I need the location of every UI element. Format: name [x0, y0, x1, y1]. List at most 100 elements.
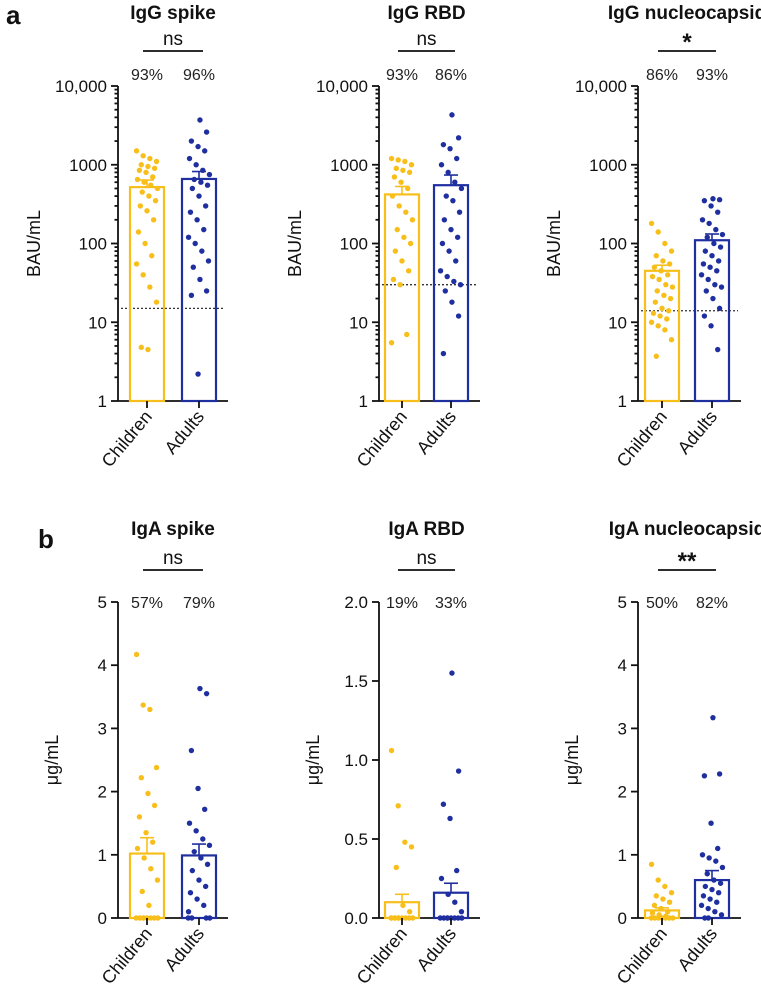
data-point — [154, 877, 161, 883]
data-point — [408, 162, 415, 168]
data-point — [705, 905, 711, 912]
data-point — [189, 867, 196, 874]
data-point — [136, 814, 143, 820]
y-tick-label: 1000 — [330, 156, 368, 175]
data-point — [399, 258, 405, 264]
data-point — [655, 229, 661, 235]
data-point — [138, 162, 144, 168]
data-point — [653, 252, 659, 259]
y-tick-label: 2 — [98, 783, 107, 802]
data-point — [133, 148, 140, 154]
data-point — [699, 852, 706, 858]
data-point — [199, 248, 205, 254]
y-tick-label: 10 — [608, 313, 627, 332]
data-point — [700, 893, 707, 899]
significance-label: ns — [416, 548, 436, 569]
data-point — [193, 162, 199, 168]
bar-children — [643, 269, 681, 403]
data-point — [147, 155, 153, 162]
data-point — [444, 273, 450, 280]
x-tick-label-adults: Adults — [674, 924, 721, 975]
data-point — [665, 308, 672, 314]
data-point — [134, 176, 141, 183]
data-point — [712, 908, 718, 915]
data-point — [403, 209, 409, 215]
percent-label-adults: 79% — [183, 595, 215, 612]
y-tick-label: 5 — [618, 593, 627, 612]
data-point — [205, 258, 212, 264]
data-point — [719, 864, 726, 871]
data-point — [660, 258, 666, 264]
data-point — [194, 896, 200, 902]
data-point — [668, 248, 675, 254]
data-point — [704, 234, 710, 240]
y-axis-label: μg/mL — [42, 735, 62, 785]
y-tick-label: 1 — [618, 846, 627, 865]
data-point — [648, 220, 655, 227]
bar-adults — [432, 184, 470, 403]
data-point — [710, 196, 716, 202]
data-point — [191, 848, 197, 855]
data-point — [196, 193, 202, 199]
data-point — [197, 117, 203, 123]
data-point — [194, 217, 200, 223]
data-point — [204, 182, 211, 188]
data-point — [665, 272, 671, 278]
data-point — [716, 305, 723, 312]
data-point — [400, 167, 406, 174]
x-tick-label-children: Children — [98, 407, 156, 471]
chart-iga-nucleocapsid: IgA nucleocapsid ** 50% 82% 0 1 2 3 4 5 μg/mL Child… — [562, 519, 761, 988]
y-axis-label: μg/mL — [562, 735, 582, 785]
data-point — [388, 747, 395, 754]
significance-label: * — [682, 29, 692, 56]
significance-label: ** — [678, 548, 697, 575]
data-point — [141, 855, 147, 861]
chart-title: IgG spike — [130, 3, 216, 24]
bar-children — [128, 852, 166, 920]
data-point — [147, 706, 153, 713]
y-tick-label: 10,000 — [575, 77, 627, 96]
data-point — [709, 886, 715, 893]
data-point — [452, 179, 458, 185]
data-point — [196, 877, 202, 883]
data-point — [406, 908, 413, 915]
data-point — [654, 288, 660, 294]
data-point — [203, 129, 210, 135]
data-point — [203, 690, 210, 697]
data-point — [442, 288, 448, 294]
y-tick-label: 3 — [98, 719, 107, 738]
y-tick-label: 1 — [98, 846, 107, 865]
data-point — [716, 771, 723, 777]
data-point — [206, 171, 213, 178]
data-point — [393, 165, 399, 172]
data-point — [449, 112, 455, 118]
percent-label-children: 19% — [386, 595, 418, 612]
data-point — [134, 845, 141, 852]
data-point — [707, 896, 713, 902]
data-point — [150, 217, 157, 223]
data-point — [661, 292, 667, 298]
data-point — [706, 855, 712, 861]
data-point — [388, 155, 395, 162]
data-point — [714, 899, 720, 905]
data-point — [667, 295, 674, 302]
y-tick-label: 100 — [340, 235, 368, 254]
data-point — [395, 803, 401, 809]
chart-igg-nucleocapsid: IgG nucleocapsid *86% 93% 1 10 100 1000 10,000 B… — [544, 3, 761, 471]
data-point — [701, 773, 708, 779]
data-point — [138, 774, 144, 781]
data-point — [668, 337, 675, 343]
bar-adults — [432, 891, 470, 920]
data-point — [456, 209, 463, 215]
data-point — [192, 240, 198, 247]
percent-label-adults: 96% — [183, 67, 215, 84]
data-point — [138, 344, 144, 351]
percent-label-children: 50% — [646, 595, 678, 612]
data-point — [401, 234, 407, 240]
data-point — [402, 839, 408, 845]
y-tick-label: 5 — [98, 593, 107, 612]
y-tick-label: 4 — [618, 656, 627, 675]
data-point — [139, 888, 145, 895]
data-point — [195, 785, 201, 792]
percent-label-adults: 86% — [435, 67, 467, 84]
